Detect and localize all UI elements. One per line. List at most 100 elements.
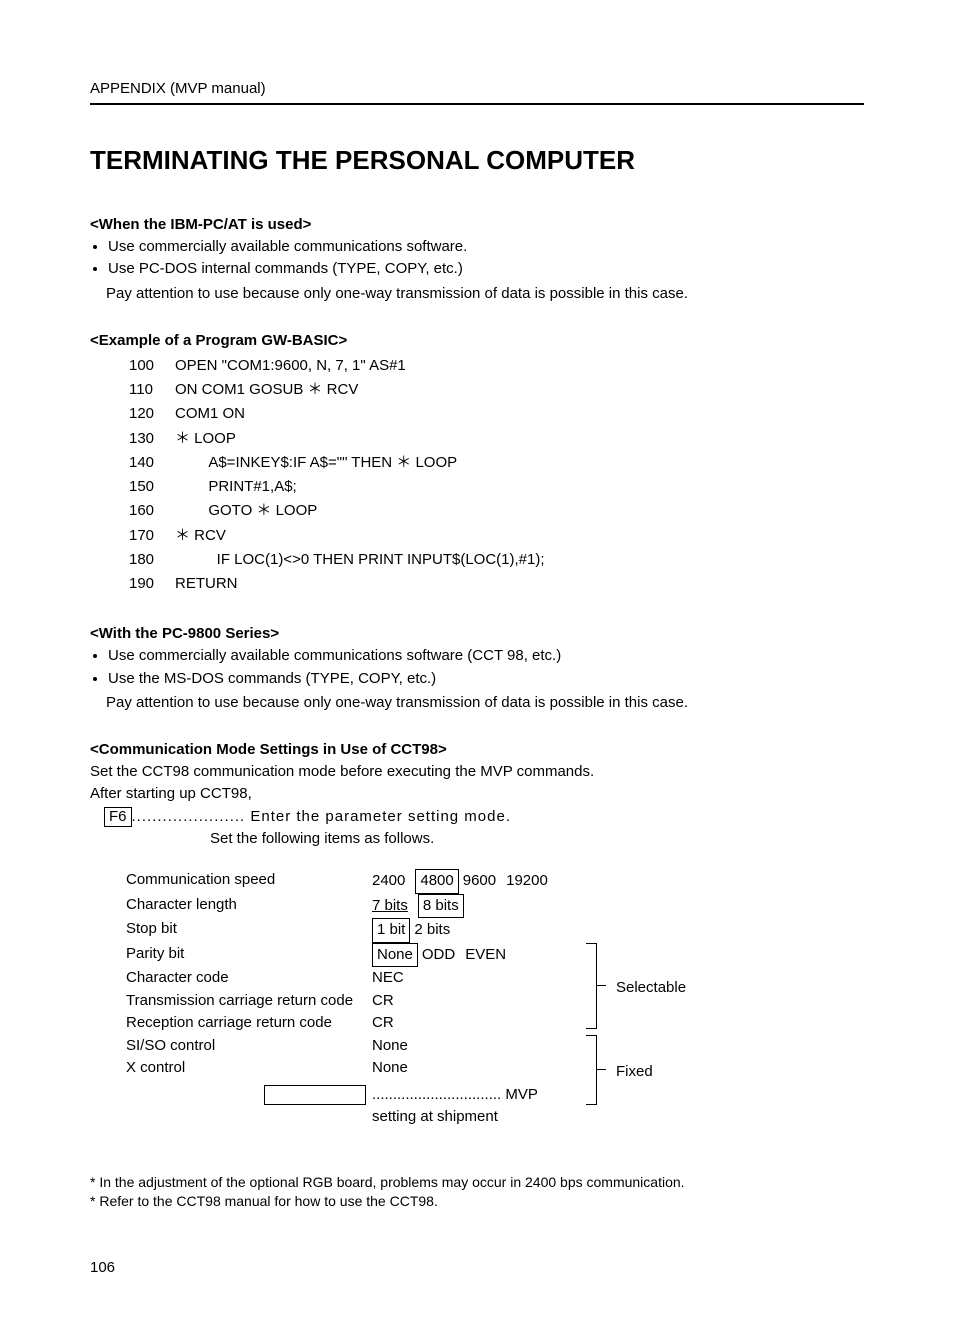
section-heading-cct98: <Communication Mode Settings in Use of C… xyxy=(90,741,864,758)
settings-row: Stop bit1 bit2 bits xyxy=(126,918,714,943)
settings-value: CR xyxy=(372,1012,394,1035)
code-line: 190RETURN xyxy=(128,573,546,595)
footnote-2: * Refer to the CCT98 manual for how to u… xyxy=(90,1192,864,1212)
code-line: 110ON COM1 GOSUB ＊ RCV xyxy=(128,379,546,401)
settings-label: Parity bit xyxy=(126,943,372,968)
code-line-number: 160 xyxy=(128,500,172,522)
settings-label: Stop bit xyxy=(126,918,372,943)
code-line-number: 130 xyxy=(128,428,172,450)
settings-label: SI/SO control xyxy=(126,1035,372,1058)
settings-values: None xyxy=(372,1057,588,1080)
code-line: 160 GOTO ＊ LOOP xyxy=(128,500,546,522)
code-line: 140 A$=INKEY$:IF A$="" THEN ＊ LOOP xyxy=(128,452,546,474)
code-line-number: 150 xyxy=(128,476,172,498)
settings-values: 2400 48009600 19200 xyxy=(372,869,588,894)
settings-label: X control xyxy=(126,1057,372,1080)
settings-label: Character code xyxy=(126,967,372,990)
settings-values: 7 bits 8 bits xyxy=(372,894,588,919)
settings-value: ODD xyxy=(422,944,455,967)
code-line: 150 PRINT#1,A$; xyxy=(128,476,546,498)
settings-value: EVEN xyxy=(465,944,506,967)
code-line-text: OPEN "COM1:9600, N, 7, 1" AS#1 xyxy=(174,355,546,377)
settings-value: 4800 xyxy=(415,869,458,894)
settings-values: CR xyxy=(372,1012,588,1035)
key-dots: ...................... Enter the paramet… xyxy=(132,808,511,825)
code-line-number: 170 xyxy=(128,525,172,547)
code-line-number: 120 xyxy=(128,403,172,425)
ibm-note: Pay attention to use because only one-wa… xyxy=(90,284,864,304)
settings-values: NEC xyxy=(372,967,588,990)
cct98-p1: Set the CCT98 communication mode before … xyxy=(90,762,864,782)
settings-values: None xyxy=(372,1035,588,1058)
code-line: 180 IF LOC(1)<>0 THEN PRINT INPUT$(LOC(1… xyxy=(128,549,546,571)
code-line: 100OPEN "COM1:9600, N, 7, 1" AS#1 xyxy=(128,355,546,377)
page-header: APPENDIX (MVP manual) xyxy=(90,80,864,105)
code-line-text: ON COM1 GOSUB ＊ RCV xyxy=(174,379,546,401)
code-line: 130＊ LOOP xyxy=(128,428,546,450)
code-line-text: ＊ RCV xyxy=(174,525,546,547)
settings-value: 1 bit xyxy=(372,918,410,943)
ibm-bullets: Use commercially available communication… xyxy=(90,237,864,280)
code-line: 170＊ RCV xyxy=(128,525,546,547)
shipment-label: ............................... MVP sett… xyxy=(372,1080,588,1129)
code-line: 120COM1 ON xyxy=(128,403,546,425)
settings-value: 19200 xyxy=(506,870,548,893)
settings-value: NEC xyxy=(372,967,404,990)
settings-value: None xyxy=(372,1057,408,1080)
code-line-text: ＊ LOOP xyxy=(174,428,546,450)
settings-row: SI/SO controlNoneFixed xyxy=(126,1035,714,1058)
settings-value: 2400 xyxy=(372,870,405,893)
shipment-box xyxy=(264,1085,366,1105)
pc9800-bullets: Use commercially available communication… xyxy=(90,646,864,689)
pc9800-bullet-1: Use commercially available communication… xyxy=(108,646,864,666)
code-line-number: 110 xyxy=(128,379,172,401)
settings-values: CR xyxy=(372,990,588,1013)
cct98-key-line: F6...................... Enter the param… xyxy=(90,807,864,827)
page: APPENDIX (MVP manual) TERMINATING THE PE… xyxy=(0,0,954,1336)
code-line-text: PRINT#1,A$; xyxy=(174,476,546,498)
key-f6: F6 xyxy=(104,807,132,827)
settings-value: 9600 xyxy=(463,870,496,893)
cct98-p2: After starting up CCT98, xyxy=(90,784,864,804)
settings-value: 8 bits xyxy=(418,894,464,919)
settings-row: Parity bitNoneODDEVENSelectable xyxy=(126,943,714,968)
settings-value: CR xyxy=(372,990,394,1013)
code-line-number: 140 xyxy=(128,452,172,474)
code-line-text: COM1 ON xyxy=(174,403,546,425)
ibm-bullet-1: Use commercially available communication… xyxy=(108,237,864,257)
settings-value: 7 bits xyxy=(372,895,408,918)
settings-value: None xyxy=(372,943,418,968)
footnote-1: * In the adjustment of the optional RGB … xyxy=(90,1173,864,1193)
settings-label: Character length xyxy=(126,894,372,919)
cct98-key-sub: Set the following items as follows. xyxy=(210,829,864,849)
ibm-bullet-2: Use PC-DOS internal commands (TYPE, COPY… xyxy=(108,259,864,279)
settings-table: Communication speed24004800960019200Char… xyxy=(126,869,714,1129)
footnotes: * In the adjustment of the optional RGB … xyxy=(90,1173,864,1212)
annotation-selectable: Selectable xyxy=(588,943,714,1035)
settings-row: Communication speed2400 48009600 19200 xyxy=(126,869,714,894)
pc9800-note: Pay attention to use because only one-wa… xyxy=(90,693,864,713)
code-line-number: 190 xyxy=(128,573,172,595)
annotation-fixed: Fixed xyxy=(588,1035,714,1129)
code-line-text: A$=INKEY$:IF A$="" THEN ＊ LOOP xyxy=(174,452,546,474)
settings-label: Transmission carriage return code xyxy=(126,990,372,1013)
section-heading-gwbasic: <Example of a Program GW-BASIC> xyxy=(90,332,864,349)
section-heading-pc9800: <With the PC-9800 Series> xyxy=(90,625,864,642)
page-number: 106 xyxy=(90,1259,115,1276)
settings-values: 1 bit2 bits xyxy=(372,918,588,943)
code-line-text: IF LOC(1)<>0 THEN PRINT INPUT$(LOC(1),#1… xyxy=(174,549,546,571)
code-line-number: 100 xyxy=(128,355,172,377)
code-line-text: RETURN xyxy=(174,573,546,595)
code-line-number: 180 xyxy=(128,549,172,571)
code-line-text: GOTO ＊ LOOP xyxy=(174,500,546,522)
settings-value: None xyxy=(372,1035,408,1058)
settings-values: NoneODD EVEN xyxy=(372,943,588,968)
code-listing: 100OPEN "COM1:9600, N, 7, 1" AS#1110ON C… xyxy=(126,353,548,598)
settings-value: 2 bits xyxy=(414,919,450,942)
pc9800-bullet-2: Use the MS-DOS commands (TYPE, COPY, etc… xyxy=(108,669,864,689)
settings-row: Character length7 bits 8 bits xyxy=(126,894,714,919)
page-title: TERMINATING THE PERSONAL COMPUTER xyxy=(90,145,864,176)
settings-label: Communication speed xyxy=(126,869,372,894)
settings-label: Reception carriage return code xyxy=(126,1012,372,1035)
section-heading-ibm: <When the IBM-PC/AT is used> xyxy=(90,216,864,233)
